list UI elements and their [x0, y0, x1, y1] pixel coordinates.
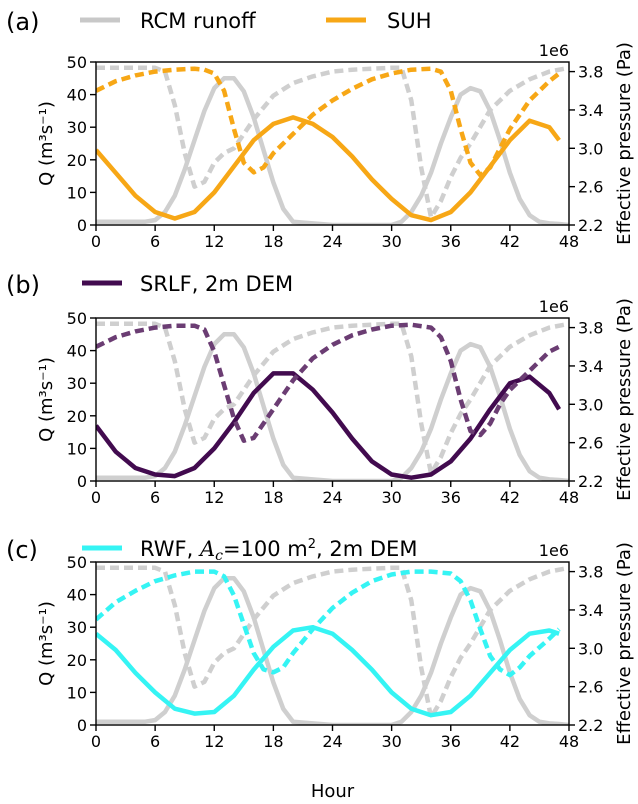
y-tick-label: 20 [67, 151, 87, 170]
plot-area [96, 65, 569, 225]
x-tick-label: 0 [91, 232, 101, 251]
y2-tick-label: 2.2 [578, 472, 603, 491]
x-tick-label: 6 [150, 732, 160, 751]
x-tick-label: 12 [204, 232, 224, 251]
legend-label: SRLF, 2m DEM [140, 272, 293, 296]
series-line-1 [96, 65, 569, 220]
y2-axis-label: Effective pressure (Pa) [614, 298, 635, 501]
x-tick-label: 42 [500, 732, 520, 751]
panel-a: 0 6 12 18 24 30 36 42 48 0 10 20 30 40 50 2.2 2.6 3.0 3.4 3… [6, 8, 635, 251]
y-tick-label: 40 [67, 342, 87, 361]
series-line-0 [96, 76, 569, 225]
y2-tick-label: 2.2 [578, 216, 603, 235]
y2-tick-label: 3.0 [578, 395, 603, 414]
series-line-2 [96, 371, 562, 480]
y2-multiplier: 1e6 [539, 297, 569, 316]
panel-label: (b) [6, 271, 40, 299]
y2-tick-label: 3.4 [578, 357, 603, 376]
x-tick-label: 18 [263, 232, 283, 251]
plot-area [96, 321, 569, 481]
series-line-0 [96, 332, 569, 481]
y2-tick-label: 3.4 [578, 101, 603, 120]
y2-tick-label: 2.6 [578, 434, 603, 453]
x-tick-label: 36 [441, 488, 461, 507]
x-tick-label: 24 [322, 488, 342, 507]
x-tick-label: 24 [322, 232, 342, 251]
legend: SRLF, 2m DEM [82, 272, 293, 296]
legend-label: SUH [387, 9, 432, 33]
series-line-1 [96, 565, 569, 720]
series-line-3 [96, 569, 561, 678]
x-tick-label: 48 [559, 488, 579, 507]
y2-tick-label: 3.8 [578, 563, 603, 582]
series-line-2 [96, 624, 560, 718]
x-tick-label: 0 [91, 732, 101, 751]
y2-multiplier: 1e6 [539, 541, 569, 560]
series-line-3 [96, 66, 561, 178]
y-tick-label: 10 [67, 683, 87, 702]
legend-label: RWF, Ac=100 m2, 2m DEM [140, 537, 417, 564]
y2-tick-label: 3.8 [578, 63, 603, 82]
y-tick-label: 0 [77, 216, 87, 235]
y-tick-label: 30 [67, 618, 87, 637]
y2-tick-label: 3.8 [578, 319, 603, 338]
x-tick-label: 18 [263, 488, 283, 507]
y2-tick-label: 3.0 [578, 139, 603, 158]
y-tick-label: 30 [67, 118, 87, 137]
x-tick-label: 48 [559, 732, 579, 751]
panel-label: (c) [6, 536, 38, 564]
x-tick-label: 12 [204, 488, 224, 507]
panel-b: 0 6 12 18 24 30 36 42 48 0 10 20 30 40 50 2.2 2.6 3.0 3.4 3… [6, 271, 635, 507]
x-tick-label: 30 [381, 232, 401, 251]
x-tick-label: 30 [381, 732, 401, 751]
y2-tick-label: 2.2 [578, 716, 603, 735]
y-axis-label: Q (m³s⁻¹) [36, 601, 57, 686]
panel-c: 0 6 12 18 24 30 36 42 48 0 10 20 30 40 50 2.2 2.6 3.0 3.4 3… [6, 536, 635, 802]
y2-multiplier: 1e6 [539, 41, 569, 60]
y2-axis-label: Effective pressure (Pa) [614, 542, 635, 745]
legend: RCM runoff SUH [80, 9, 432, 33]
y-tick-label: 40 [67, 586, 87, 605]
x-tick-label: 36 [441, 232, 461, 251]
y-tick-label: 40 [67, 86, 87, 105]
y-tick-label: 10 [67, 439, 87, 458]
x-tick-label: 24 [322, 732, 342, 751]
x-tick-label: 6 [150, 488, 160, 507]
y-tick-label: 50 [67, 309, 87, 328]
y-tick-label: 50 [67, 53, 87, 72]
y-tick-label: 10 [67, 183, 87, 202]
y-tick-label: 0 [77, 716, 87, 735]
y-axis-label: Q (m³s⁻¹) [36, 101, 57, 186]
x-tick-label: 30 [381, 488, 401, 507]
x-tick-label: 42 [500, 488, 520, 507]
x-tick-label: 42 [500, 232, 520, 251]
legend-label: RCM runoff [140, 9, 256, 33]
x-tick-label: 12 [204, 732, 224, 751]
y-tick-label: 30 [67, 374, 87, 393]
x-tick-label: 6 [150, 232, 160, 251]
panel-label: (a) [6, 8, 39, 36]
y-tick-label: 20 [67, 651, 87, 670]
x-tick-label: 36 [441, 732, 461, 751]
series-line-1 [96, 321, 569, 476]
y2-tick-label: 3.4 [578, 601, 603, 620]
y-tick-label: 50 [67, 553, 87, 572]
x-tick-label: 18 [263, 732, 283, 751]
x-tick-label: 48 [559, 232, 579, 251]
axes-frame [95, 61, 570, 226]
x-tick-label: 0 [91, 488, 101, 507]
series-line-3 [96, 322, 561, 443]
y2-axis-label: Effective pressure (Pa) [614, 42, 635, 245]
plot-area [96, 565, 569, 725]
x-axis-label: Hour [311, 781, 355, 802]
y2-tick-label: 3.0 [578, 639, 603, 658]
y-axis-label: Q (m³s⁻¹) [36, 357, 57, 442]
y2-tick-label: 2.6 [578, 178, 603, 197]
y-tick-label: 0 [77, 472, 87, 491]
legend: RWF, Ac=100 m2, 2m DEM [82, 537, 417, 564]
series-line-0 [96, 576, 569, 725]
y-tick-label: 20 [67, 407, 87, 426]
y2-tick-label: 2.6 [578, 678, 603, 697]
